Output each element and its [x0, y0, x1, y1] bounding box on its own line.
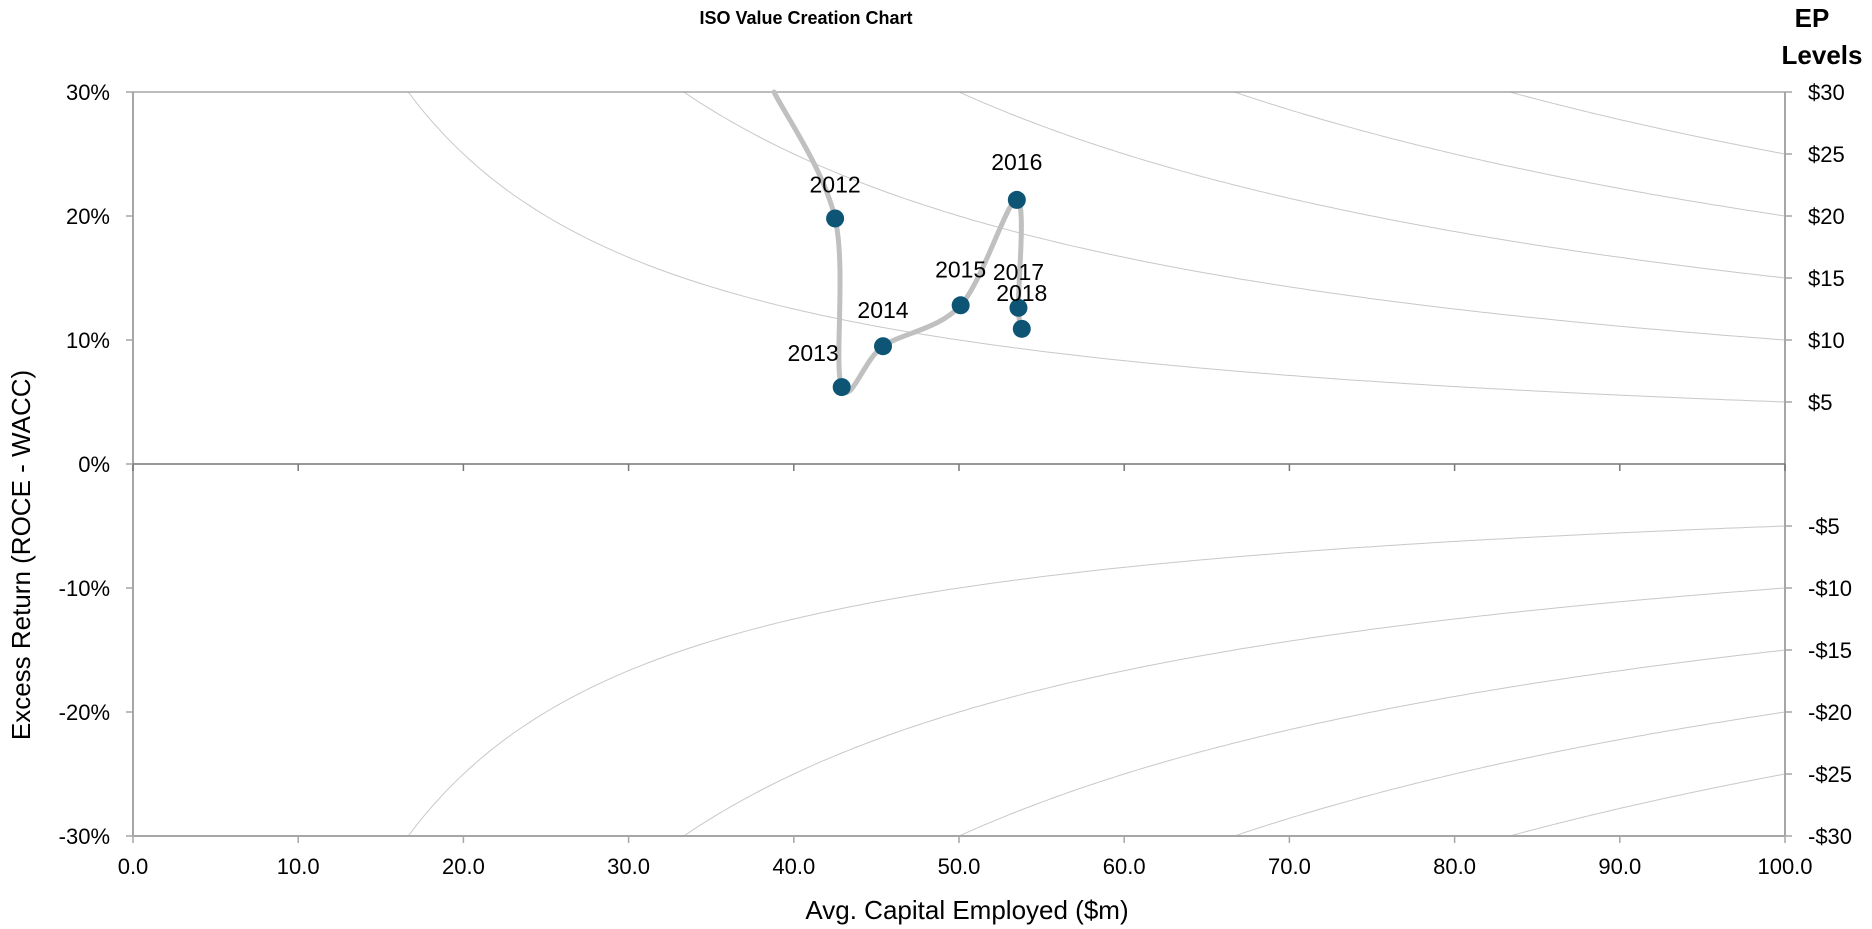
x-tick-label: 90.0 — [1598, 854, 1641, 879]
x-tick-label: 70.0 — [1268, 854, 1311, 879]
x-tick-label: 30.0 — [607, 854, 650, 879]
x-tick-label: 100.0 — [1757, 854, 1812, 879]
x-tick-label: 40.0 — [772, 854, 815, 879]
y-tick-label: 10% — [66, 328, 110, 353]
ep-tick-label: $30 — [1808, 80, 1845, 105]
x-axis-ticks: 0.0 10.0 20.0 30.0 40.0 50.0 60.0 70.0 80.0 90.0 1… — [118, 464, 1813, 879]
y-axis-label: Excess Return (ROCE - WACC) — [6, 370, 36, 740]
iso-curve-ep-neg10 — [683, 587, 1786, 837]
iso-curve-ep-25 — [1509, 91, 1786, 155]
ep-levels-title-line2: Levels — [1782, 40, 1863, 70]
y-tick-label: -30% — [59, 824, 110, 849]
x-tick-label: 10.0 — [277, 854, 320, 879]
iso-curve-ep-neg15 — [958, 649, 1786, 837]
x-axis-label: Avg. Capital Employed ($m) — [805, 895, 1128, 925]
iso-curves — [407, 91, 1786, 837]
data-point-2018 — [1012, 319, 1031, 338]
y-tick-label: 20% — [66, 204, 110, 229]
ep-level-ticks: -$30 -$25 -$20 -$15 -$10 -$5 $5 $10 $15 $20 $25 $30 — [1785, 80, 1852, 849]
data-label-2014: 2014 — [857, 297, 908, 323]
x-tick-label: 0.0 — [118, 854, 149, 879]
x-tick-label: 50.0 — [938, 854, 981, 879]
y-tick-label: -10% — [59, 576, 110, 601]
data-point-2016 — [1007, 190, 1026, 209]
ep-tick-label: $25 — [1808, 142, 1845, 167]
ep-tick-label: -$25 — [1808, 762, 1852, 787]
iso-curve-ep-neg5 — [407, 525, 1786, 837]
ep-tick-label: $15 — [1808, 266, 1845, 291]
ep-tick-label: -$10 — [1808, 576, 1852, 601]
iso-curve-ep-neg20 — [1234, 711, 1786, 837]
data-point-2014 — [874, 337, 893, 356]
data-label-2015: 2015 — [935, 256, 986, 282]
iso-curve-ep-5 — [407, 91, 1786, 403]
iso-curve-ep-20 — [1234, 91, 1786, 217]
x-tick-label: 80.0 — [1433, 854, 1476, 879]
x-tick-label: 20.0 — [442, 854, 485, 879]
data-label-2016: 2016 — [991, 149, 1042, 175]
y-axis-ticks: -30% -20% -10% 0% 10% 20% 30% — [59, 80, 133, 849]
ep-levels-title-line1: EP — [1795, 3, 1830, 33]
x-tick-label: 60.0 — [1103, 854, 1146, 879]
chart-title: ISO Value Creation Chart — [699, 8, 912, 28]
ep-tick-label: -$15 — [1808, 638, 1852, 663]
y-tick-label: 30% — [66, 80, 110, 105]
iso-curve-ep-neg25 — [1509, 773, 1786, 837]
data-label-2017: 2017 — [993, 259, 1044, 285]
data-label-2018: 2018 — [996, 280, 1047, 306]
ep-tick-label: $5 — [1808, 390, 1832, 415]
y-tick-label: -20% — [59, 700, 110, 725]
data-point-2013 — [832, 378, 851, 397]
ep-tick-label: -$5 — [1808, 514, 1840, 539]
data-point-2012 — [826, 209, 845, 228]
data-point-2015 — [951, 296, 970, 315]
data-point-2017 — [1009, 298, 1028, 317]
y-tick-label: 0% — [78, 452, 110, 477]
iso-curve-ep-15 — [958, 91, 1786, 279]
ep-tick-label: $10 — [1808, 328, 1845, 353]
ep-tick-label: $20 — [1808, 204, 1845, 229]
ep-tick-label: -$20 — [1808, 700, 1852, 725]
iso-curve-ep-10 — [683, 91, 1786, 341]
data-label-2012: 2012 — [810, 171, 861, 197]
data-label-2013: 2013 — [788, 340, 839, 366]
ep-tick-label: -$30 — [1808, 824, 1852, 849]
